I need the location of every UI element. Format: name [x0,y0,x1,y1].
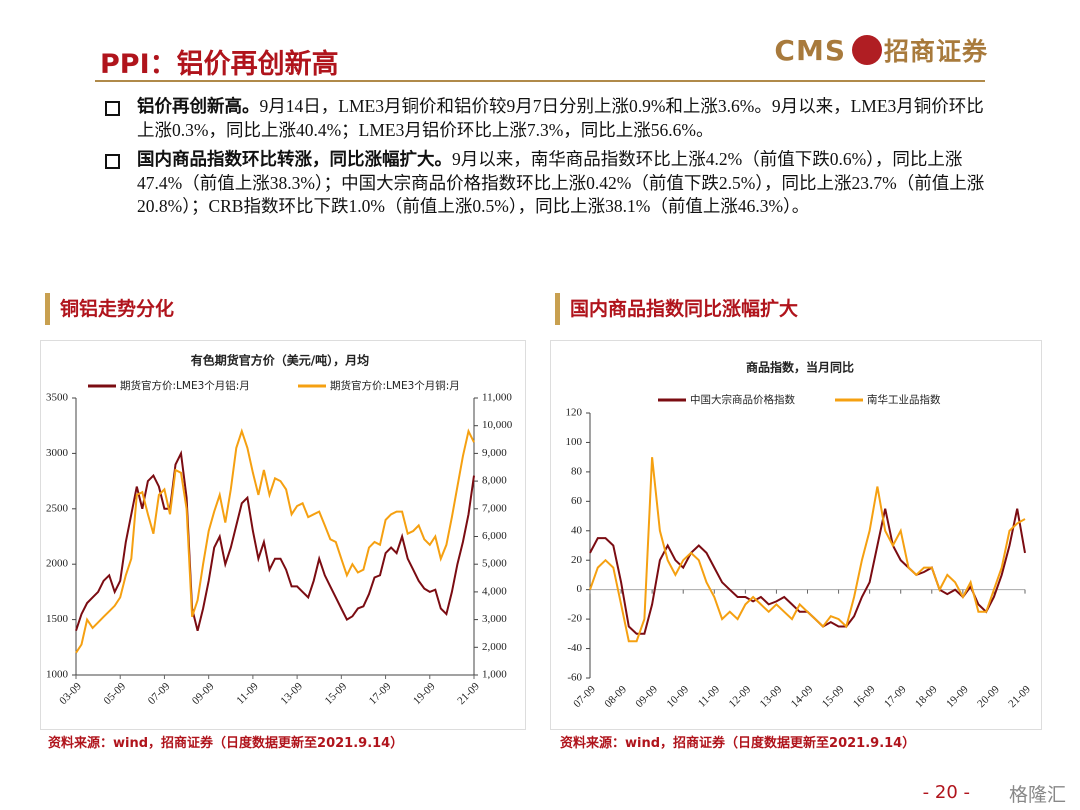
chart-title: 商品指数，当月同比 [746,360,854,375]
source-note: 资料来源：wind，招商证券（日度数据更新至2021.9.14） [560,736,916,751]
y2-tick-label: 3,000 [482,613,507,625]
x-tick-label: 21-09 [455,680,482,707]
watermark: 格隆汇 [1008,784,1066,806]
line-series [589,508,1026,635]
y2-tick-label: 1,000 [482,669,507,681]
chart-title: 有色期货官方价（美元/吨），月均 [191,353,369,368]
y-tick-label: 100 [566,436,583,448]
y2-tick-label: 2,000 [482,641,507,653]
y2-tick-label: 7,000 [482,502,507,514]
y-tick-label: 40 [571,524,583,536]
y-tick-label: 2500 [46,502,69,514]
y2-tick-label: 11,000 [482,392,512,404]
y-tick-label: 60 [571,495,583,507]
x-tick-label: 15-09 [820,683,847,710]
y2-tick-label: 4,000 [482,585,507,597]
x-tick-label: 13-09 [758,683,785,710]
y2-tick-label: 9,000 [482,447,507,459]
x-tick-label: 03-09 [57,680,84,707]
line-series [75,428,475,654]
source-note: 资料来源：wind，招商证券（日度数据更新至2021.9.14） [48,736,404,751]
x-tick-label: 11-09 [234,680,261,707]
y-tick-label: 120 [566,407,583,419]
page-number: - 20 - [922,782,970,803]
y2-tick-label: 5,000 [482,558,507,570]
chart-panel [40,340,526,730]
x-tick-label: 13-09 [278,680,305,707]
x-tick-label: 05-09 [101,680,128,707]
x-tick-label: 07-09 [146,680,173,707]
y2-tick-label: 8,000 [482,475,507,487]
x-tick-label: 17-09 [367,680,394,707]
logo-cn: 招商证券 [883,37,988,66]
section-heading: 国内商品指数同比涨幅扩大 [555,293,798,325]
y-tick-label: -20 [567,613,582,625]
x-tick-label: 12-09 [727,683,754,710]
y-tick-label: 1000 [46,669,69,681]
x-tick-label: 19-09 [411,680,438,707]
legend-label: 期货官方价:LME3个月铝:月 [120,379,250,392]
line-series [589,457,1026,643]
bullet: 铝价再创新高。9月14日，LME3月铜价和铝价较9月7日分别上涨0.9%和上涨3… [105,95,985,142]
line-series [75,449,475,632]
x-tick-label: 09-09 [190,680,217,707]
y-tick-label: 1500 [46,613,69,625]
x-tick-label: 09-09 [633,683,660,710]
legend-label: 南华工业品指数 [867,393,941,406]
y2-tick-label: 6,000 [482,530,507,542]
x-tick-label: 11-09 [696,683,723,710]
x-tick-label: 10-09 [664,683,691,710]
x-tick-label: 20-09 [975,683,1002,710]
x-tick-label: 21-09 [1006,683,1033,710]
bullet-list: 铝价再创新高。9月14日，LME3月铜价和铝价较9月7日分别上涨0.9%和上涨3… [105,95,985,224]
header-rule [95,80,985,82]
x-tick-label: 16-09 [851,683,878,710]
logo-en: CMS [774,34,846,67]
y-tick-label: 3500 [46,392,69,404]
x-tick-label: 14-09 [789,683,816,710]
x-tick-label: 19-09 [944,683,971,710]
chart-panel [550,340,1042,730]
x-tick-label: 15-09 [323,680,350,707]
y-tick-label: 2000 [46,558,69,570]
x-tick-label: 17-09 [882,683,909,710]
x-tick-label: 18-09 [913,683,940,710]
bullet-text: 9月以来，南华商品指数环比上涨4.2%（前值下跌0.6%），同比上涨47.4%（… [137,149,985,216]
y-tick-label: -40 [567,642,582,654]
bullet: 国内商品指数环比转涨，同比涨幅扩大。9月以来，南华商品指数环比上涨4.2%（前值… [105,148,985,218]
y-tick-label: 20 [571,554,583,566]
legend-label: 期货官方价:LME3个月铜:月 [330,379,460,392]
bullet-heading: 国内商品指数环比转涨，同比涨幅扩大。 [137,150,452,170]
bullet-text: 9月14日，LME3月铜价和铝价较9月7日分别上涨0.9%和上涨3.6%。9月以… [137,96,984,140]
y2-tick-label: 10,000 [482,419,513,431]
logo-badge [852,35,883,65]
bullet-heading: 铝价再创新高。 [137,97,260,117]
y-tick-label: 0 [577,583,583,595]
x-tick-label: 08-09 [602,683,629,710]
legend-label: 中国大宗商品价格指数 [690,393,795,406]
x-tick-label: 07-09 [571,683,598,710]
slide-title: PPI：铝价再创新高 [100,49,339,80]
y-tick-label: -60 [567,672,582,684]
y-tick-label: 80 [571,465,583,477]
logo: CMS 招商证券 [774,32,988,68]
section-heading: 铜铝走势分化 [45,293,174,325]
y-tick-label: 3000 [46,447,69,459]
